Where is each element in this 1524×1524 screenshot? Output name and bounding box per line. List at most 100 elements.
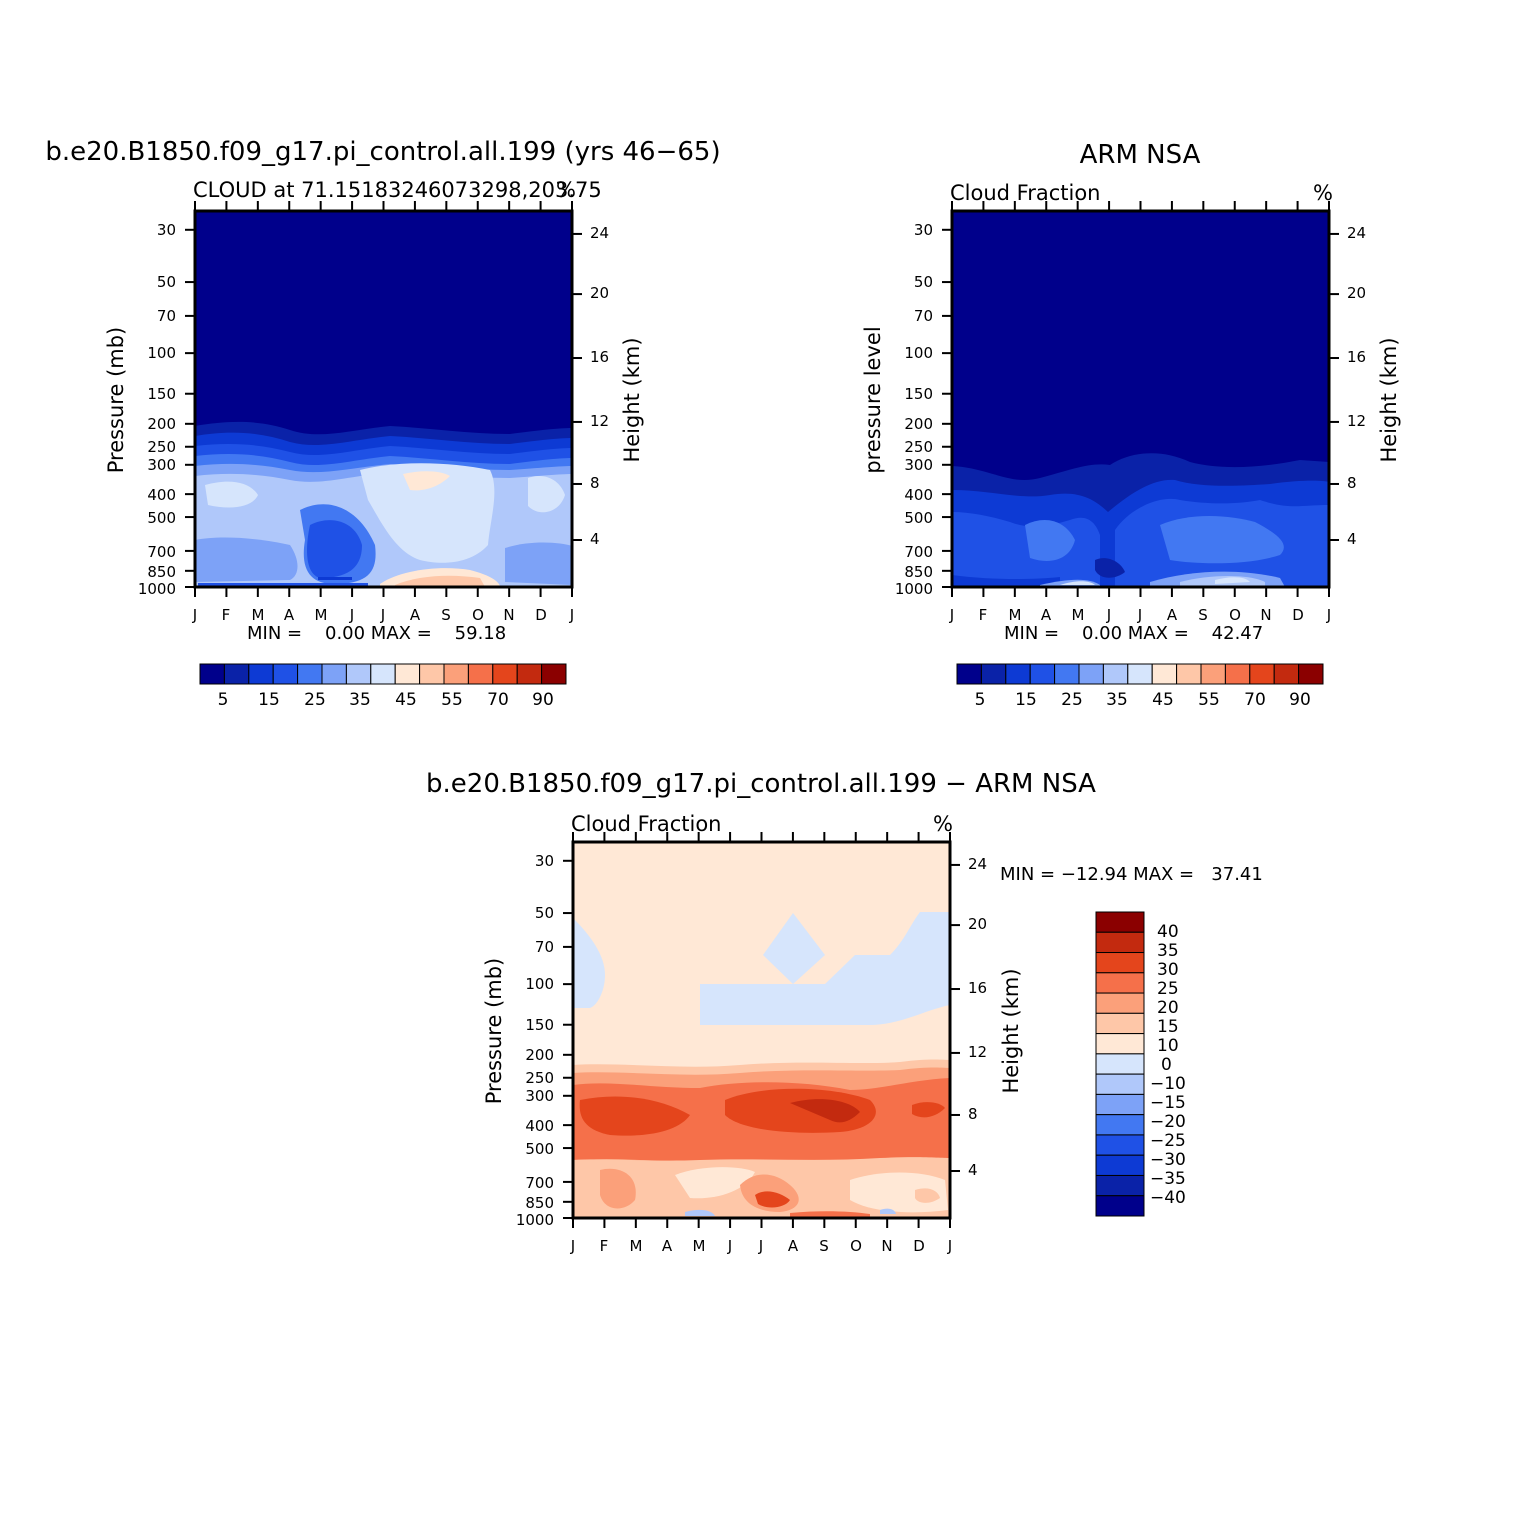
height-tick-labels: 4 8 12 16 20 24 xyxy=(968,855,987,1179)
month-label: A xyxy=(1167,606,1178,624)
colorbar-swatch xyxy=(1029,663,1056,685)
colorbar-label: 45 xyxy=(1152,690,1174,710)
pressure-label: 250 xyxy=(525,1069,554,1087)
pressure-label: 150 xyxy=(525,1016,554,1034)
colorbar-label: 0 xyxy=(1161,1055,1172,1075)
colorbar-swatch xyxy=(467,663,494,685)
colorbar-label: 10 xyxy=(1157,1036,1179,1056)
month-label: F xyxy=(222,606,231,624)
colorbar-label: 15 xyxy=(1157,1017,1179,1037)
colorbar-swatch xyxy=(1095,1114,1145,1136)
panel-subtitle: Cloud Fraction xyxy=(571,812,722,836)
colorbar-swatch xyxy=(1095,1073,1145,1095)
month-label: J xyxy=(569,606,574,624)
pressure-label: 850 xyxy=(525,1194,554,1212)
panel-subtitle: CLOUD at 71.15183246073298,203.75 xyxy=(193,178,602,202)
colorbar-swatch xyxy=(980,663,1007,685)
pressure-label: 50 xyxy=(914,273,933,291)
month-label: M xyxy=(630,1237,643,1255)
colorbar-label: −40 xyxy=(1150,1188,1186,1208)
panel-model: b.e20.B1850.f09_g17.pi_control.all.199 (… xyxy=(45,137,720,710)
colorbar-swatch xyxy=(1095,1093,1145,1116)
y2-axis-label: Height (km) xyxy=(620,337,644,462)
colorbar-swatch xyxy=(492,663,518,685)
colorbar-swatch xyxy=(1298,663,1324,685)
colorbar-label: 35 xyxy=(1106,690,1128,710)
pressure-label: 1000 xyxy=(138,580,176,598)
pressure-label: 200 xyxy=(147,415,176,433)
month-label: S xyxy=(819,1237,829,1255)
tick-marks xyxy=(942,201,1339,597)
month-tick-labels: J F M A M J J A S O N D J xyxy=(570,1237,952,1255)
height-tick-labels: 4 8 12 16 20 24 xyxy=(590,224,609,548)
month-label: J xyxy=(380,606,385,624)
colorbar-label: −10 xyxy=(1150,1074,1186,1094)
height-label: 12 xyxy=(590,412,609,430)
pressure-label: 100 xyxy=(525,975,554,993)
colorbar-swatch xyxy=(1200,663,1226,685)
month-label: A xyxy=(284,606,295,624)
panel-title: ARM NSA xyxy=(1080,140,1201,170)
contour-fields xyxy=(573,842,950,1218)
month-label: J xyxy=(758,1237,763,1255)
pressure-label: 500 xyxy=(525,1140,554,1158)
height-label: 4 xyxy=(968,1161,978,1179)
month-label: M xyxy=(315,606,328,624)
colorbar-swatch xyxy=(1078,663,1104,685)
pressure-label: 250 xyxy=(147,438,176,456)
colorbar-swatch xyxy=(1095,972,1145,994)
units-label: % xyxy=(933,812,953,836)
pressure-label: 200 xyxy=(904,415,933,433)
colorbar-swatch xyxy=(419,663,445,685)
colorbar-swatch xyxy=(1095,1134,1145,1156)
pressure-label: 700 xyxy=(525,1174,554,1192)
colorbar-swatch xyxy=(1095,931,1145,954)
height-label: 24 xyxy=(1347,224,1366,242)
pressure-label: 500 xyxy=(147,509,176,527)
colorbar-swatch xyxy=(272,663,299,685)
colorbar-swatch xyxy=(1249,663,1275,685)
pressure-label: 100 xyxy=(147,344,176,362)
month-label: J xyxy=(949,606,954,624)
min-max-label: MIN = 0.00 MAX = 59.18 xyxy=(247,623,506,644)
height-label: 8 xyxy=(1347,474,1357,492)
colorbar-label: 5 xyxy=(218,690,229,710)
month-label: A xyxy=(1041,606,1052,624)
month-label: N xyxy=(1260,606,1271,624)
colorbar-swatch xyxy=(1095,1033,1145,1055)
panel-title: b.e20.B1850.f09_g17.pi_control.all.199 (… xyxy=(45,137,720,167)
month-label: M xyxy=(1072,606,1085,624)
height-label: 20 xyxy=(590,284,609,302)
height-label: 8 xyxy=(968,1105,978,1123)
month-label: S xyxy=(1198,606,1208,624)
height-tick-labels: 4 8 12 16 20 24 xyxy=(1347,224,1366,548)
month-label: O xyxy=(850,1237,862,1255)
colorbar-swatch xyxy=(370,663,396,685)
colorbar-swatch xyxy=(1095,1174,1145,1197)
colorbar-label: −25 xyxy=(1150,1131,1186,1151)
pressure-label: 50 xyxy=(157,273,176,291)
colorbar-swatch xyxy=(1095,1154,1145,1176)
colorbar-label: 40 xyxy=(1157,922,1179,942)
colorbar-swatch xyxy=(394,663,421,685)
colorbar-swatch xyxy=(345,663,372,685)
colorbar-swatch xyxy=(1127,663,1153,685)
colorbar-label: 90 xyxy=(1289,690,1311,710)
colorbar-swatch xyxy=(1095,992,1145,1014)
pressure-label: 850 xyxy=(904,563,933,581)
month-label: J xyxy=(192,606,197,624)
y-axis-label: pressure level xyxy=(861,326,885,473)
tick-marks xyxy=(563,832,960,1228)
month-label: F xyxy=(979,606,988,624)
pressure-label: 30 xyxy=(157,221,176,239)
colorbar-swatch xyxy=(956,663,982,685)
month-label: J xyxy=(1137,606,1142,624)
height-label: 4 xyxy=(590,530,600,548)
month-tick-labels: J F M A M J J A S O N D J xyxy=(949,606,1331,624)
colorbar-swatch xyxy=(248,663,274,685)
month-label: F xyxy=(600,1237,609,1255)
height-label: 24 xyxy=(968,855,987,873)
pressure-label: 100 xyxy=(904,344,933,362)
month-label: O xyxy=(472,606,484,624)
colorbar-label: 70 xyxy=(1244,690,1266,710)
